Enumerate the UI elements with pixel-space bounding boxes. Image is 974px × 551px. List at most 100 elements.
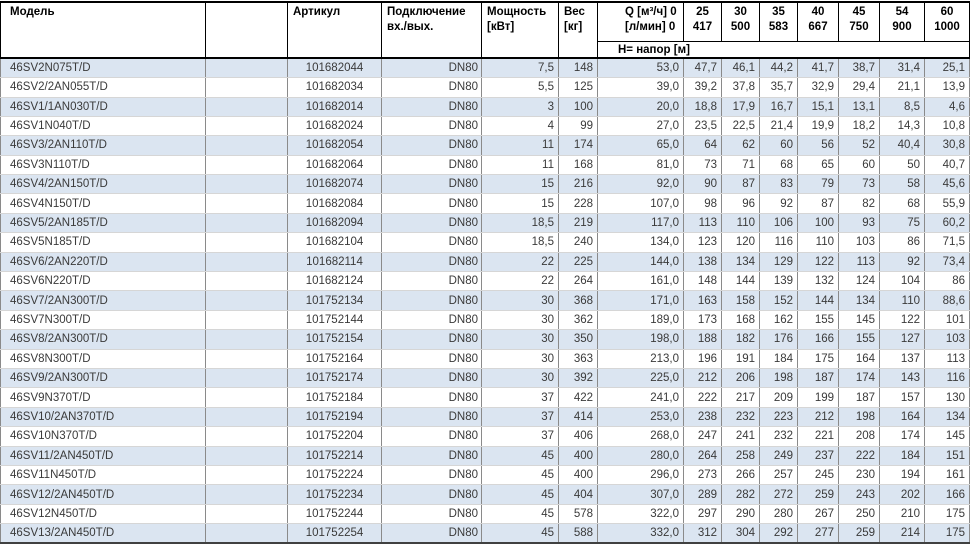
- empty-cell: [205, 407, 288, 428]
- weight-cell: 588: [558, 523, 598, 545]
- head-value-cell: 106: [759, 213, 798, 234]
- table-row: 46SV9/2AN300T/D 101752174 DN80 30 392 225,0 21…: [0, 368, 970, 389]
- connection-cell: DN80: [381, 252, 482, 273]
- flow-lmin-value: 500: [730, 20, 751, 33]
- head-value-cell: 90: [683, 174, 722, 195]
- head-value-cell: 117,0: [597, 213, 684, 234]
- head-value-cell: 21,4: [759, 116, 798, 137]
- head-value-cell: 88,6: [924, 290, 970, 311]
- head-value-cell: 138: [683, 252, 722, 273]
- flow-lmin-value: 667: [808, 20, 828, 33]
- empty-cell: [205, 504, 288, 525]
- head-value-cell: 132: [797, 271, 839, 292]
- table-row: 46SV2/2AN055T/D 101682034 DN80 5,5 125 39,0 39…: [0, 77, 970, 98]
- head-value-cell: 175: [924, 523, 970, 545]
- table-row: 46SV1/1AN030T/D 101682014 DN80 3 100 20,0 18,8…: [0, 97, 970, 117]
- head-value-cell: 161,0: [597, 271, 684, 292]
- column-header-model: Модель: [0, 0, 206, 60]
- table-row: 46SV3N110T/D 101682064 DN80 11 168 81,0 73 71 68…: [0, 155, 970, 176]
- model-cell: 46SV4/2AN150T/D: [0, 174, 206, 195]
- head-value-cell: 52: [838, 135, 880, 156]
- weight-cell: 225: [558, 252, 598, 273]
- power-cell: 30: [481, 329, 559, 350]
- head-value-cell: 68: [759, 155, 798, 176]
- head-value-cell: 46,1: [721, 58, 760, 79]
- head-value-cell: 208: [838, 426, 880, 447]
- flow-m3h-value: 35: [772, 6, 785, 18]
- head-value-cell: 162: [759, 310, 798, 331]
- head-value-cell: 171,0: [597, 290, 684, 311]
- head-value-cell: 98: [683, 193, 722, 214]
- head-value-cell: 232: [759, 426, 798, 447]
- table-row: 46SV10/2AN370T/D 101752194 DN80 37 414 253,0 2…: [0, 407, 970, 428]
- power-cell: 30: [481, 310, 559, 331]
- head-value-cell: 210: [879, 504, 925, 525]
- head-value-cell: 134,0: [597, 232, 684, 253]
- power-cell: 22: [481, 271, 559, 292]
- weight-cell: 363: [558, 349, 598, 369]
- head-value-cell: 259: [838, 523, 880, 545]
- head-value-cell: 273: [683, 465, 722, 486]
- column-header-flow-q: Q [м³/ч] 0 [л/мин] 0: [597, 1, 684, 42]
- model-cell: 46SV10N370T/D: [0, 426, 206, 447]
- connection-cell: DN80: [381, 193, 482, 214]
- head-value-cell: 45,6: [924, 174, 970, 195]
- weight-label-line1: Вес: [564, 6, 585, 18]
- head-value-cell: 31,4: [879, 58, 925, 79]
- head-value-cell: 86: [924, 271, 970, 292]
- empty-cell: [205, 116, 288, 137]
- head-value-cell: 173: [683, 310, 722, 331]
- head-value-cell: 296,0: [597, 465, 684, 486]
- head-value-cell: 116: [924, 368, 970, 389]
- head-value-cell: 198,0: [597, 329, 684, 350]
- head-value-cell: 230: [838, 465, 880, 486]
- article-cell: 101752184: [287, 387, 382, 408]
- head-value-cell: 198: [838, 407, 880, 428]
- head-value-cell: 155: [838, 329, 880, 350]
- table-row: 46SV4/2AN150T/D 101682074 DN80 15 216 92,0 90 8…: [0, 174, 970, 195]
- head-value-cell: 163: [683, 290, 722, 311]
- column-header-empty: [205, 0, 288, 60]
- model-cell: 46SV12/2AN450T/D: [0, 484, 206, 505]
- article-cell: 101752244: [287, 504, 382, 525]
- article-cell: 101682054: [287, 135, 382, 156]
- flow-lmin-value: 750: [849, 20, 869, 33]
- table-header: Модель Артикул Подключение вх./вых. Мощн…: [0, 0, 970, 60]
- article-cell: 101682074: [287, 174, 382, 195]
- head-value-cell: 267: [797, 504, 839, 525]
- head-value-cell: 124: [838, 271, 880, 292]
- head-value-cell: 73,4: [924, 252, 970, 273]
- article-cell: 101752234: [287, 484, 382, 505]
- head-value-cell: 23,5: [683, 116, 722, 137]
- head-value-cell: 25,1: [924, 58, 970, 79]
- model-cell: 46SV5/2AN185T/D: [0, 213, 206, 234]
- model-cell: 46SV8/2AN300T/D: [0, 329, 206, 350]
- head-value-cell: 27,0: [597, 116, 684, 137]
- head-value-cell: 250: [838, 504, 880, 525]
- article-cell: 101752224: [287, 465, 382, 486]
- head-value-cell: 174: [879, 426, 925, 447]
- head-value-cell: 184: [759, 349, 798, 369]
- head-row-label: H= напор [м]: [618, 43, 690, 56]
- article-cell: 101752204: [287, 426, 382, 447]
- head-value-cell: 157: [879, 387, 925, 408]
- head-value-cell: 21,1: [879, 77, 925, 98]
- head-value-cell: 116: [759, 232, 798, 253]
- empty-cell: [205, 329, 288, 350]
- flow-column-header: 45 750: [838, 1, 880, 42]
- power-cell: 30: [481, 349, 559, 369]
- model-cell: 46SV11N450T/D: [0, 465, 206, 486]
- connection-cell: DN80: [381, 58, 482, 79]
- head-value-cell: 245: [797, 465, 839, 486]
- table-row: 46SV6N220T/D 101682124 DN80 22 264 161,0 148 14…: [0, 271, 970, 292]
- head-value-cell: 206: [721, 368, 760, 389]
- head-value-cell: 113: [683, 213, 722, 234]
- head-value-cell: 222: [838, 446, 880, 466]
- table-row: 46SV6/2AN220T/D 101682114 DN80 22 225 144,0 13…: [0, 252, 970, 273]
- power-cell: 7,5: [481, 58, 559, 79]
- table-row: 46SV9N370T/D 101752184 DN80 37 422 241,0 222 21…: [0, 387, 970, 408]
- power-cell: 45: [481, 504, 559, 525]
- weight-cell: 400: [558, 465, 598, 486]
- connection-cell: DN80: [381, 310, 482, 331]
- head-value-cell: 20,0: [597, 97, 684, 117]
